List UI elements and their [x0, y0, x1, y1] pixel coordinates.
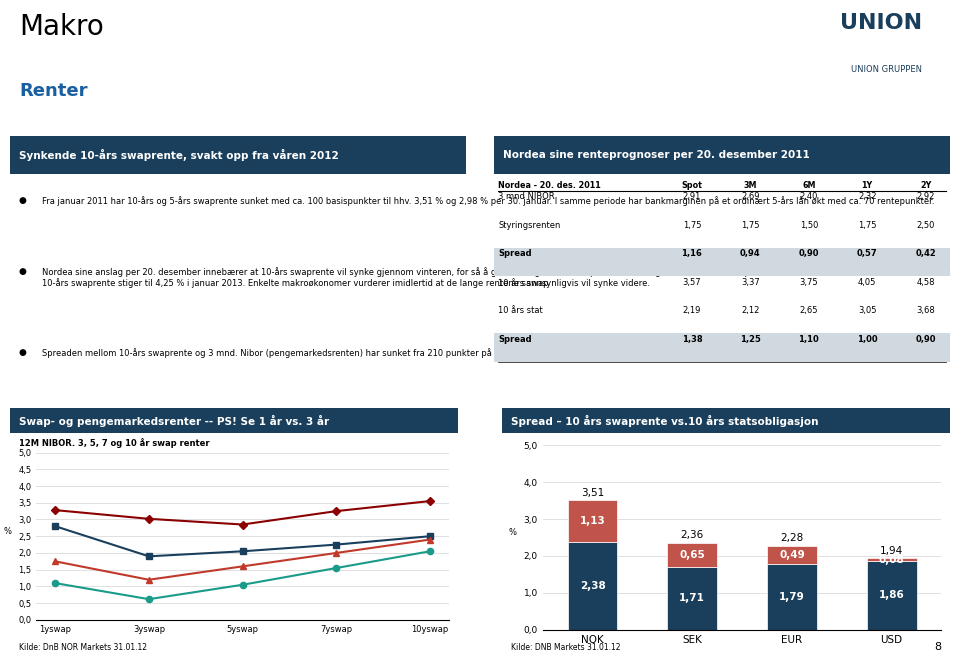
Text: 10 års swap: 10 års swap: [498, 278, 549, 288]
Text: Kilde: DnB NOR Markets 31.01.12: Kilde: DnB NOR Markets 31.01.12: [18, 643, 147, 652]
Bar: [10, 136, 467, 175]
Bar: [493, 248, 950, 276]
Text: 1,25: 1,25: [740, 334, 761, 344]
Text: Fra januar 2011 har 10-års og 5-års swaprente sunket med ca. 100 basispunkter ti: Fra januar 2011 har 10-års og 5-års swap…: [41, 196, 934, 206]
Text: 8: 8: [934, 642, 942, 652]
Text: ●: ●: [19, 196, 27, 205]
Text: Synkende 10-års swaprente, svakt opp fra våren 2012: Synkende 10-års swaprente, svakt opp fra…: [19, 149, 339, 161]
Text: 3M: 3M: [744, 181, 757, 190]
Text: Styringsrenten: Styringsrenten: [498, 221, 561, 229]
Text: 1,16: 1,16: [682, 249, 703, 258]
Text: 2,91: 2,91: [683, 192, 701, 201]
Text: Nordea sine renteprognoser per 20. desember 2011: Nordea sine renteprognoser per 20. desem…: [503, 150, 809, 160]
Text: Nordea sine anslag per 20. desember innebærer at 10-års swaprente vil synke gjen: Nordea sine anslag per 20. desember inne…: [41, 267, 949, 288]
Text: 3,68: 3,68: [917, 306, 935, 315]
Text: Makro: Makro: [19, 13, 104, 41]
Text: 0,57: 0,57: [857, 249, 877, 258]
Text: 12M NIBOR. 3, 5, 7 og 10 år swap renter: 12M NIBOR. 3, 5, 7 og 10 år swap renter: [18, 438, 209, 447]
Text: ●: ●: [19, 348, 27, 358]
Text: 2,69: 2,69: [741, 192, 759, 201]
Text: Spot: Spot: [682, 181, 703, 190]
Text: 3 mnd NIBOR: 3 mnd NIBOR: [498, 192, 555, 201]
Text: 1Y: 1Y: [862, 181, 873, 190]
Text: 2,19: 2,19: [683, 306, 701, 315]
Text: 1,75: 1,75: [858, 221, 876, 229]
Text: UNION: UNION: [840, 13, 923, 33]
Bar: [493, 333, 950, 362]
Text: Spread – 10 års swaprente vs.10 års statsobligasjon: Spread – 10 års swaprente vs.10 års stat…: [512, 414, 819, 426]
Text: 6M: 6M: [802, 181, 816, 190]
Text: 0,90: 0,90: [799, 249, 819, 258]
Text: 2,40: 2,40: [800, 192, 818, 201]
Text: 0,42: 0,42: [916, 249, 936, 258]
Text: 2,50: 2,50: [917, 221, 935, 229]
Text: 4,05: 4,05: [858, 278, 876, 287]
Text: Swap- og pengemarkedsrenter -- PS! Se 1 år vs. 3 år: Swap- og pengemarkedsrenter -- PS! Se 1 …: [18, 414, 328, 426]
Bar: [493, 136, 950, 175]
Text: 1,50: 1,50: [800, 221, 818, 229]
Text: UNION GRUPPEN: UNION GRUPPEN: [852, 65, 923, 74]
Text: 2,65: 2,65: [800, 306, 818, 315]
Text: 10 års stat: 10 års stat: [498, 306, 543, 315]
Text: 4,58: 4,58: [917, 278, 935, 287]
Text: ●: ●: [19, 267, 27, 276]
Text: 0,94: 0,94: [740, 249, 760, 258]
Text: 1,10: 1,10: [799, 334, 819, 344]
Text: Spreaden mellom 10-års swaprente og 3 mnd. Nibor (pengemarkedsrenten) har sunket: Spreaden mellom 10-års swaprente og 3 mn…: [41, 348, 889, 358]
Text: Spread: Spread: [498, 249, 532, 258]
Text: 2,32: 2,32: [858, 192, 876, 201]
Text: 3,75: 3,75: [800, 278, 818, 287]
Text: 3,05: 3,05: [858, 306, 876, 315]
Text: 1,75: 1,75: [741, 221, 759, 229]
Text: 1,75: 1,75: [683, 221, 701, 229]
Text: 2,92: 2,92: [917, 192, 935, 201]
Text: 2Y: 2Y: [920, 181, 931, 190]
Text: 1,38: 1,38: [682, 334, 702, 344]
Text: Renter: Renter: [19, 82, 87, 100]
Text: 2,12: 2,12: [741, 306, 759, 315]
Bar: [10, 408, 458, 433]
Text: 3,37: 3,37: [741, 278, 759, 287]
Bar: [502, 408, 950, 433]
Text: Spread: Spread: [498, 334, 532, 344]
Text: 0,90: 0,90: [916, 334, 936, 344]
Text: Nordea - 20. des. 2011: Nordea - 20. des. 2011: [498, 181, 601, 190]
Text: 3,57: 3,57: [683, 278, 701, 287]
Text: Kilde: DNB Markets 31.01.12: Kilde: DNB Markets 31.01.12: [512, 643, 621, 652]
Text: 1,00: 1,00: [857, 334, 877, 344]
